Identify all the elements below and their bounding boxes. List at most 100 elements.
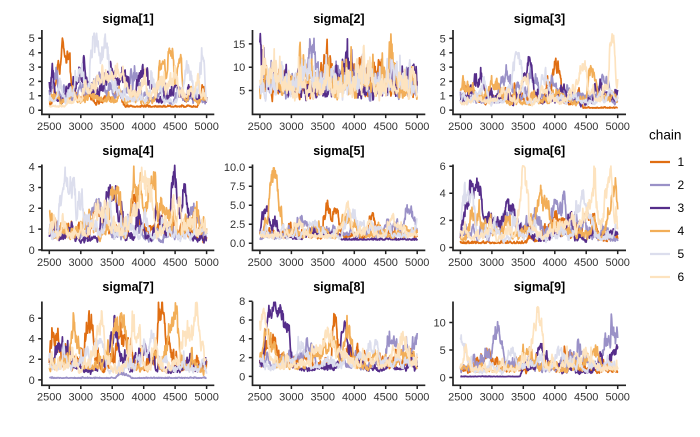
svg-text:2: 2	[29, 76, 35, 88]
svg-text:4000: 4000	[543, 257, 567, 269]
svg-text:5000: 5000	[405, 121, 429, 133]
svg-text:4000: 4000	[543, 392, 567, 404]
svg-text:0: 0	[29, 105, 35, 117]
svg-text:5: 5	[239, 85, 245, 97]
svg-text:3: 3	[29, 62, 35, 74]
svg-text:3500: 3500	[100, 392, 124, 404]
svg-text:0: 0	[440, 242, 446, 254]
svg-text:10: 10	[233, 62, 245, 74]
svg-text:2500: 2500	[248, 121, 272, 133]
svg-text:15: 15	[233, 39, 245, 51]
svg-text:3500: 3500	[511, 257, 535, 269]
svg-text:3500: 3500	[100, 257, 124, 269]
svg-text:3000: 3000	[279, 392, 303, 404]
svg-text:sigma[2]: sigma[2]	[313, 12, 364, 26]
svg-text:4500: 4500	[373, 392, 397, 404]
svg-text:sigma[4]: sigma[4]	[102, 144, 153, 158]
svg-text:5000: 5000	[194, 392, 218, 404]
svg-text:2500: 2500	[37, 257, 61, 269]
svg-text:5000: 5000	[605, 121, 629, 133]
svg-text:2: 2	[440, 215, 446, 227]
svg-text:4500: 4500	[373, 257, 397, 269]
svg-text:3500: 3500	[511, 392, 535, 404]
svg-text:5: 5	[29, 33, 35, 45]
svg-text:5000: 5000	[605, 257, 629, 269]
svg-text:5: 5	[678, 247, 685, 261]
svg-text:4: 4	[440, 48, 446, 60]
svg-text:3500: 3500	[311, 257, 335, 269]
svg-text:6: 6	[29, 313, 35, 325]
svg-text:2500: 2500	[37, 392, 61, 404]
svg-text:sigma[9]: sigma[9]	[514, 280, 565, 294]
svg-text:2: 2	[239, 353, 245, 365]
svg-text:2500: 2500	[448, 392, 472, 404]
svg-text:0: 0	[440, 372, 446, 384]
svg-text:1: 1	[440, 91, 446, 103]
svg-text:3500: 3500	[511, 121, 535, 133]
svg-text:2500: 2500	[448, 121, 472, 133]
svg-text:0: 0	[29, 375, 35, 387]
svg-text:6: 6	[440, 161, 446, 173]
svg-text:1: 1	[678, 155, 685, 169]
svg-text:0: 0	[440, 105, 446, 117]
svg-text:sigma[8]: sigma[8]	[313, 280, 364, 294]
svg-text:10: 10	[434, 317, 446, 329]
svg-text:4500: 4500	[163, 121, 187, 133]
svg-text:3: 3	[440, 62, 446, 74]
svg-text:4000: 4000	[342, 392, 366, 404]
svg-text:4000: 4000	[131, 121, 155, 133]
svg-text:4: 4	[29, 48, 35, 60]
svg-text:5000: 5000	[194, 257, 218, 269]
svg-text:8: 8	[239, 296, 245, 308]
svg-text:1: 1	[29, 224, 35, 236]
svg-text:2: 2	[29, 354, 35, 366]
svg-text:4: 4	[440, 188, 446, 200]
svg-text:2500: 2500	[448, 257, 472, 269]
svg-text:sigma[6]: sigma[6]	[514, 144, 565, 158]
svg-text:3000: 3000	[69, 392, 93, 404]
svg-text:0: 0	[239, 371, 245, 383]
svg-text:sigma[1]: sigma[1]	[102, 12, 153, 26]
svg-text:6: 6	[678, 270, 685, 284]
svg-text:4500: 4500	[574, 121, 598, 133]
svg-text:4000: 4000	[342, 257, 366, 269]
svg-text:sigma[7]: sigma[7]	[102, 280, 153, 294]
svg-text:4500: 4500	[163, 257, 187, 269]
svg-text:3000: 3000	[480, 392, 504, 404]
svg-text:4500: 4500	[373, 121, 397, 133]
svg-text:3500: 3500	[100, 121, 124, 133]
svg-text:4: 4	[678, 224, 685, 238]
svg-text:3000: 3000	[69, 257, 93, 269]
svg-text:5: 5	[440, 345, 446, 357]
svg-text:3500: 3500	[311, 121, 335, 133]
svg-text:4: 4	[29, 334, 35, 346]
svg-text:5000: 5000	[405, 392, 429, 404]
svg-text:1: 1	[29, 91, 35, 103]
svg-text:7.5: 7.5	[230, 181, 245, 193]
svg-text:3000: 3000	[279, 121, 303, 133]
svg-text:0.0: 0.0	[230, 238, 245, 250]
svg-text:3000: 3000	[480, 121, 504, 133]
svg-text:0: 0	[29, 245, 35, 257]
svg-text:3: 3	[678, 201, 685, 215]
svg-text:sigma[3]: sigma[3]	[514, 12, 565, 26]
svg-text:sigma[5]: sigma[5]	[313, 144, 364, 158]
svg-text:3: 3	[29, 182, 35, 194]
svg-text:2: 2	[440, 76, 446, 88]
svg-text:2500: 2500	[37, 121, 61, 133]
svg-text:5000: 5000	[405, 257, 429, 269]
svg-text:4: 4	[239, 334, 245, 346]
svg-text:5000: 5000	[194, 121, 218, 133]
svg-text:4500: 4500	[574, 257, 598, 269]
svg-text:4000: 4000	[131, 392, 155, 404]
svg-text:10.0: 10.0	[224, 162, 245, 174]
svg-text:3500: 3500	[311, 392, 335, 404]
svg-text:2.5: 2.5	[230, 219, 245, 231]
svg-text:4000: 4000	[342, 121, 366, 133]
svg-text:2500: 2500	[248, 257, 272, 269]
svg-text:2500: 2500	[248, 392, 272, 404]
svg-text:4: 4	[29, 162, 35, 174]
svg-text:chain: chain	[649, 128, 682, 143]
svg-text:6: 6	[239, 315, 245, 327]
svg-text:4500: 4500	[574, 392, 598, 404]
